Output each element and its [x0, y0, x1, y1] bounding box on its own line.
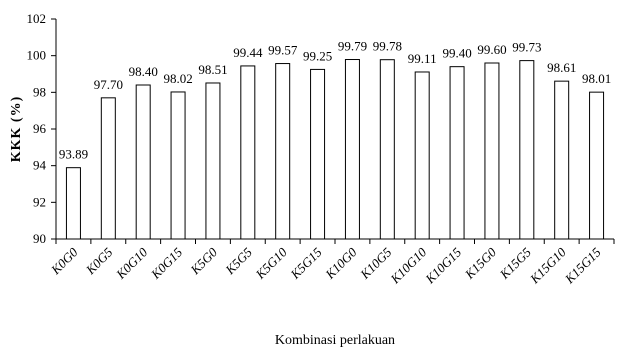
- data-label-K5G15: 99.25: [303, 48, 332, 63]
- category-label-K10G0: K10G0: [322, 244, 360, 282]
- bar-K10G5: [379, 59, 395, 240]
- y-tick-label: 94: [33, 158, 47, 173]
- bar-K5G10: [275, 63, 291, 240]
- bar-K0G0: [65, 167, 81, 240]
- bar-K5G0: [205, 82, 221, 240]
- category-label-K10G15: K10G15: [422, 244, 465, 287]
- category-label-K0G15: K0G15: [147, 244, 185, 282]
- x-axis: [55, 238, 615, 244]
- category-label-K15G10: K15G10: [526, 244, 569, 287]
- data-label-K0G5: 97.70: [94, 77, 123, 92]
- data-labels: 93.89 97.70 98.40 98.02 98.51 99.44 99.57 99.25…: [59, 39, 611, 162]
- category-label-K5G0: K5G0: [187, 244, 221, 278]
- category-label-K5G15: K5G15: [287, 244, 325, 282]
- x-ticks: [55, 239, 615, 244]
- category-label-K15G0: K15G0: [461, 244, 499, 282]
- x-axis-title: Kombinasi perlakuan: [275, 333, 395, 348]
- bar-K15G0: [484, 62, 500, 240]
- data-label-K15G0: 99.60: [477, 42, 506, 57]
- data-label-K5G10: 99.57: [268, 43, 298, 58]
- y-tick-label: 100: [27, 48, 47, 63]
- category-label-K5G10: K5G10: [252, 244, 290, 282]
- bar-K10G15: [449, 66, 465, 240]
- y-tick-label: 92: [33, 194, 46, 209]
- data-label-K0G10: 98.40: [129, 64, 158, 79]
- bar-K0G15: [170, 91, 186, 240]
- data-label-K5G5: 99.44: [233, 45, 263, 60]
- category-label-K10G10: K10G10: [387, 244, 430, 287]
- bar-K15G15: [589, 91, 605, 240]
- data-label-K0G15: 98.02: [163, 71, 192, 86]
- bar-K0G10: [135, 84, 151, 240]
- data-label-K10G15: 99.40: [442, 46, 471, 61]
- data-label-K15G5: 99.73: [512, 40, 541, 55]
- data-label-K10G5: 99.78: [373, 39, 402, 54]
- y-axis: 90 92 94 96 98 100 102: [27, 11, 57, 246]
- data-label-K10G10: 99.11: [408, 51, 437, 66]
- data-label-K5G0: 98.51: [198, 62, 227, 77]
- category-label-K15G15: K15G15: [561, 244, 604, 287]
- y-tick-label: 90: [33, 231, 46, 246]
- bar-K15G10: [554, 80, 570, 240]
- bar-K15G5: [519, 60, 535, 240]
- y-axis-title: KKK (%): [9, 96, 24, 163]
- data-label-K15G10: 98.61: [547, 60, 576, 75]
- data-label-K0G0: 93.89: [59, 147, 88, 162]
- bar-K10G0: [344, 59, 360, 240]
- category-label-K5G5: K5G5: [222, 244, 256, 278]
- category-label-K0G10: K0G10: [112, 244, 150, 282]
- bar-K5G5: [240, 65, 256, 240]
- data-label-K15G15: 98.01: [582, 71, 611, 86]
- y-tick-label: 98: [33, 84, 46, 99]
- category-label-K0G0: K0G0: [47, 244, 81, 278]
- y-tick-label: 96: [33, 121, 47, 136]
- data-label-K10G0: 99.79: [338, 39, 367, 54]
- y-ticks: 90 92 94 96 98 100 102: [27, 11, 56, 246]
- bar-K10G10: [414, 71, 430, 240]
- bars: [65, 59, 605, 240]
- bar-K5G15: [310, 68, 326, 240]
- bar-K0G5: [100, 97, 116, 240]
- category-label-K0G5: K0G5: [82, 244, 116, 278]
- y-tick-label: 102: [27, 11, 47, 26]
